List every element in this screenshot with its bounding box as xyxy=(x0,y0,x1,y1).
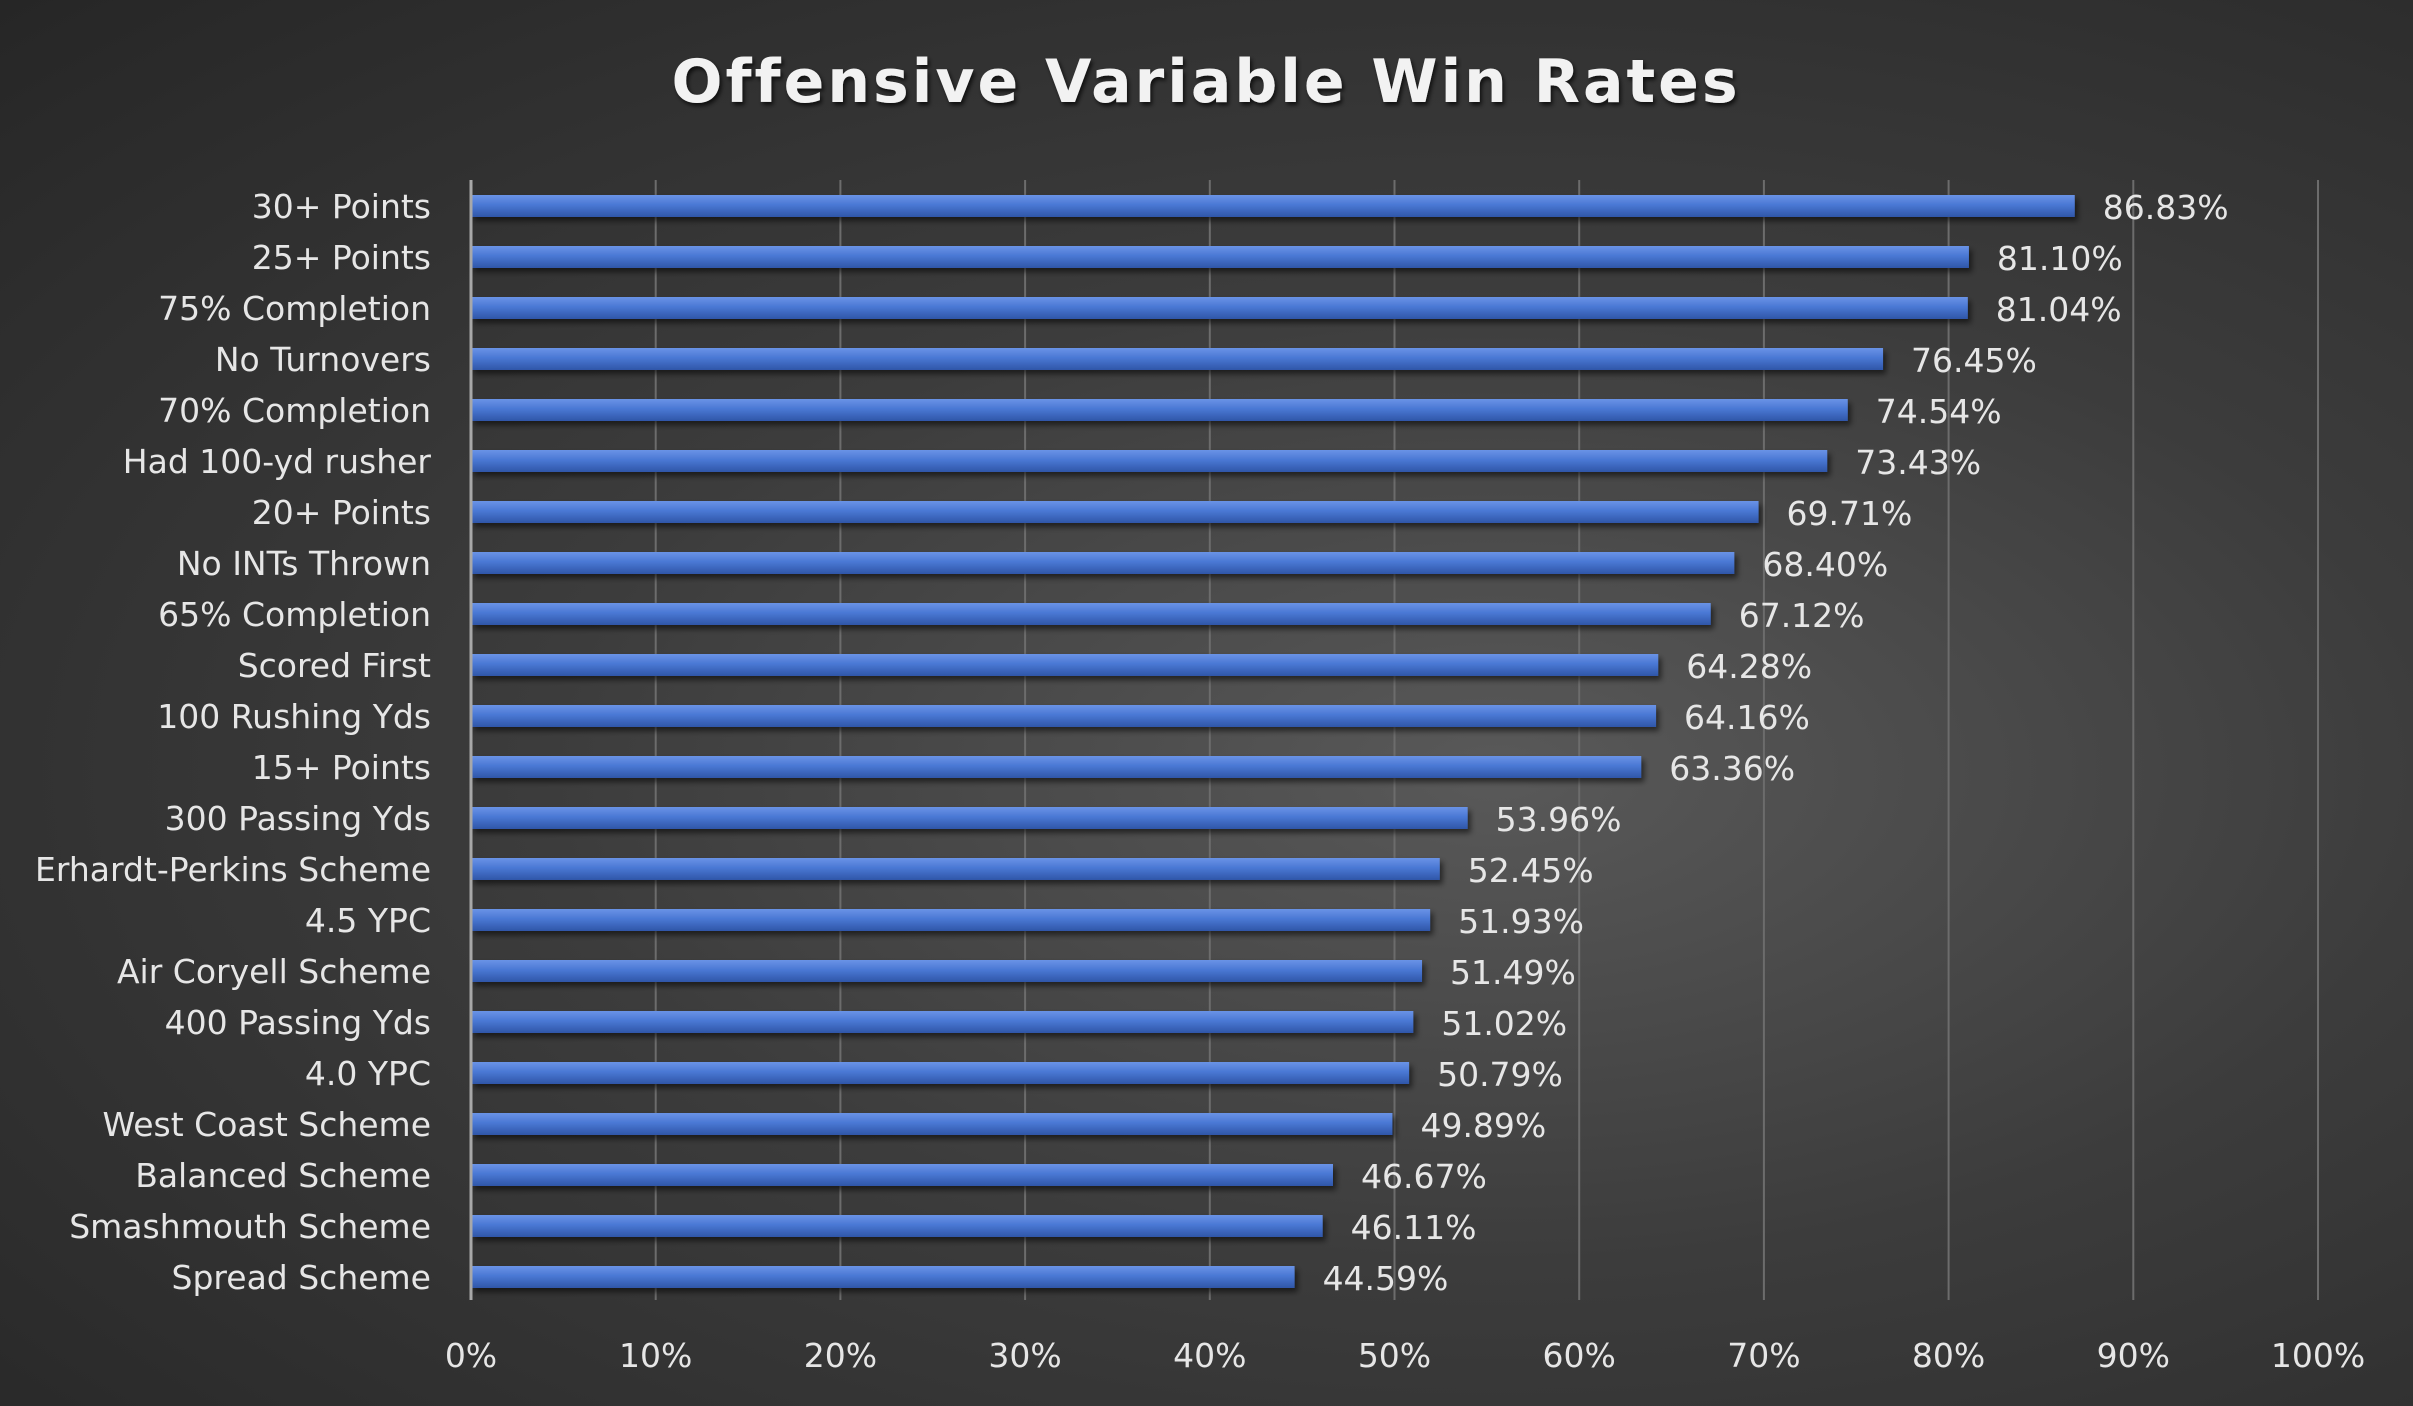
bar xyxy=(471,654,1659,676)
data-label: 64.16% xyxy=(1684,698,1810,737)
x-tick-label: 40% xyxy=(1173,1336,1246,1375)
bar xyxy=(471,195,2075,217)
data-label: 68.40% xyxy=(1762,545,1888,584)
bar xyxy=(471,807,1468,829)
x-tick-label: 20% xyxy=(804,1336,877,1375)
bar xyxy=(471,246,1969,268)
data-label: 69.71% xyxy=(1787,494,1913,533)
category-label: 30+ Points xyxy=(252,187,431,226)
data-label: 51.49% xyxy=(1450,953,1576,992)
bar xyxy=(471,1113,1393,1135)
bar xyxy=(471,450,1828,472)
category-label: 20+ Points xyxy=(252,493,431,532)
bar xyxy=(471,960,1423,982)
data-label: 51.93% xyxy=(1458,902,1584,941)
bar xyxy=(471,603,1711,625)
category-label: 15+ Points xyxy=(252,748,431,787)
data-label: 46.67% xyxy=(1361,1157,1487,1196)
bar xyxy=(471,552,1735,574)
category-label: No INTs Thrown xyxy=(177,544,431,583)
bar xyxy=(471,909,1431,931)
x-axis-tick-labels: 0% 10% 20% 30% 40% 50% 60% 70% 80% 90% 100% xyxy=(445,1336,2365,1375)
category-label: Spread Scheme xyxy=(172,1258,431,1297)
category-label: Air Coryell Scheme xyxy=(117,952,431,991)
data-label: 74.54% xyxy=(1876,392,2002,431)
bar xyxy=(471,756,1642,778)
category-label: Smashmouth Scheme xyxy=(69,1207,431,1246)
category-label: 75% Completion xyxy=(158,289,431,328)
bar xyxy=(471,705,1657,727)
bar xyxy=(471,858,1440,880)
bar xyxy=(471,1062,1410,1084)
data-label: 51.02% xyxy=(1441,1004,1567,1043)
data-label: 81.04% xyxy=(1996,290,2122,329)
x-tick-label: 70% xyxy=(1727,1336,1800,1375)
data-label: 76.45% xyxy=(1911,341,2037,380)
x-tick-label: 60% xyxy=(1543,1336,1616,1375)
category-label: 400 Passing Yds xyxy=(165,1003,431,1042)
category-label: 300 Passing Yds xyxy=(165,799,431,838)
bar xyxy=(471,399,1848,421)
data-label: 73.43% xyxy=(1855,443,1981,482)
bar xyxy=(471,1215,1323,1237)
x-tick-label: 10% xyxy=(619,1336,692,1375)
category-label: No Turnovers xyxy=(215,340,431,379)
chart-title: Offensive Variable Win Rates xyxy=(671,47,1740,117)
data-label: 53.96% xyxy=(1496,800,1622,839)
bar xyxy=(471,501,1759,523)
category-label: 4.0 YPC xyxy=(305,1054,431,1093)
x-tick-label: 80% xyxy=(1912,1336,1985,1375)
bar xyxy=(471,348,1884,370)
x-tick-label: 90% xyxy=(2097,1336,2170,1375)
value-labels: 86.83% 81.10% 81.04% 76.45% 74.54% 73.43% 69.7… xyxy=(1323,188,2229,1298)
data-label: 64.28% xyxy=(1686,647,1812,686)
category-label: Had 100-yd rusher xyxy=(123,442,432,481)
bar xyxy=(471,1011,1414,1033)
bar xyxy=(471,1266,1295,1288)
data-label: 63.36% xyxy=(1669,749,1795,788)
category-label: 70% Completion xyxy=(158,391,431,430)
category-labels: 30+ Points 25+ Points 75% Completion No Tur… xyxy=(35,187,431,1297)
data-label: 44.59% xyxy=(1323,1259,1449,1298)
data-label: 49.89% xyxy=(1420,1106,1546,1145)
category-label: 100 Rushing Yds xyxy=(157,697,431,736)
category-label: West Coast Scheme xyxy=(103,1105,431,1144)
x-tick-label: 50% xyxy=(1358,1336,1431,1375)
category-label: 25+ Points xyxy=(252,238,431,277)
data-label: 50.79% xyxy=(1437,1055,1563,1094)
category-label: Scored First xyxy=(238,646,431,685)
data-label: 46.11% xyxy=(1351,1208,1477,1247)
bar xyxy=(471,297,1968,319)
data-label: 67.12% xyxy=(1739,596,1865,635)
bars xyxy=(471,195,2075,1288)
x-tick-label: 0% xyxy=(445,1336,497,1375)
category-label: Balanced Scheme xyxy=(135,1156,431,1195)
category-label: 4.5 YPC xyxy=(305,901,431,940)
x-tick-label: 100% xyxy=(2271,1336,2365,1375)
bar xyxy=(471,1164,1333,1186)
data-label: 52.45% xyxy=(1468,851,1594,890)
x-tick-label: 30% xyxy=(988,1336,1061,1375)
category-label: 65% Completion xyxy=(158,595,431,634)
data-label: 86.83% xyxy=(2103,188,2229,227)
category-label: Erhardt-Perkins Scheme xyxy=(35,850,431,889)
data-label: 81.10% xyxy=(1997,239,2123,278)
